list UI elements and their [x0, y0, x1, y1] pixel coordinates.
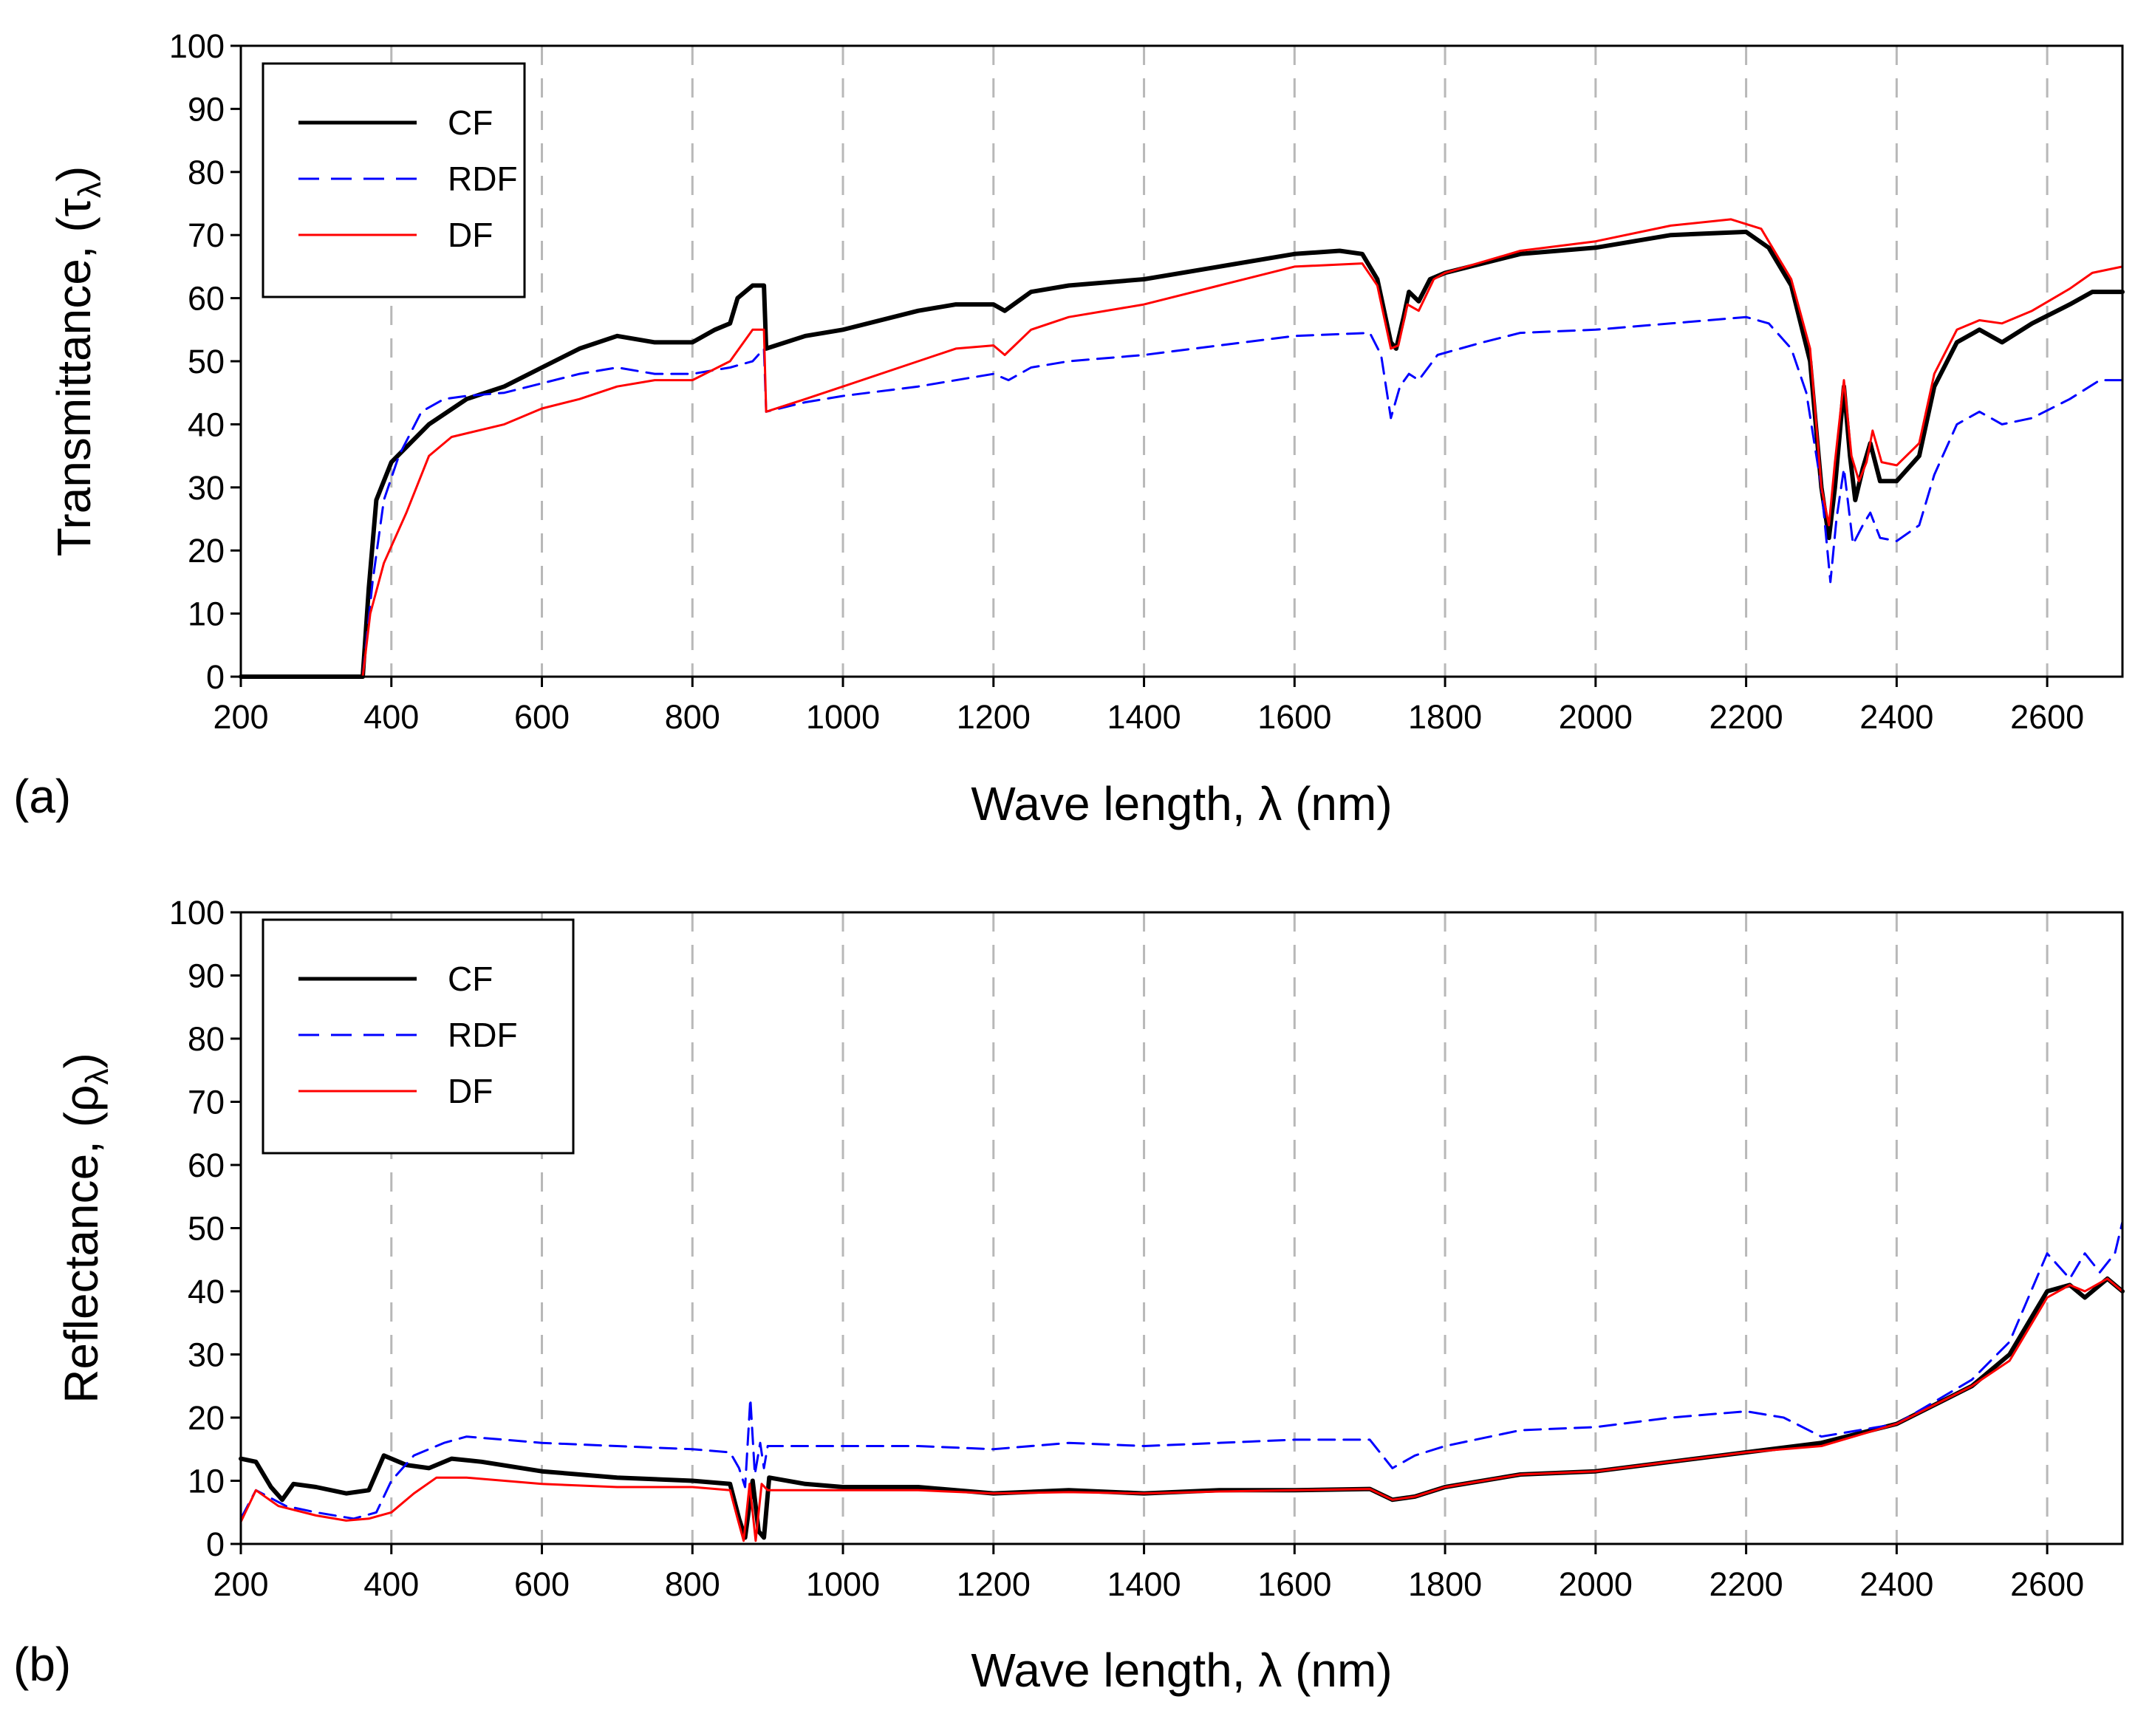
y-tick-label: 10 [188, 595, 225, 633]
chart-panel-a: 0 10 20 30 40 50 60 70 80 90 100 200 400 600 800 1000 12… [13, 27, 2125, 830]
y-tick-label: 10 [188, 1463, 225, 1500]
x-tick-label: 200 [213, 1565, 268, 1603]
y-tick-label: 90 [188, 957, 225, 995]
y-tick-label: 20 [188, 532, 225, 570]
y-tick-label: 0 [206, 1525, 225, 1563]
x-tick-label: 1200 [957, 1565, 1031, 1603]
x-axis-title: Wave length, λ (nm) [971, 777, 1392, 830]
legend-label-cf: CF [448, 960, 493, 998]
x-tick-label: 1400 [1107, 698, 1181, 736]
y-tick-label: 50 [188, 1210, 225, 1248]
x-tick-label: 400 [363, 1565, 419, 1603]
y-axis-title-symbol: τ [47, 198, 100, 216]
y-tick-label: 0 [206, 658, 225, 696]
y-axis-title-close: ) [55, 1053, 108, 1068]
series-line-rdf [239, 1220, 2124, 1520]
y-tick-label: 30 [188, 1336, 225, 1374]
y-tick-label: 100 [169, 27, 225, 65]
x-tick-label: 200 [213, 698, 268, 736]
x-axis-title: Wave length, λ (nm) [971, 1644, 1392, 1697]
series-line-cf [239, 1276, 2125, 1540]
x-tick-label: 2200 [1709, 1565, 1783, 1603]
x-tick-label: 400 [363, 698, 419, 736]
x-tick-label: 2600 [2010, 1565, 2084, 1603]
x-tick-label: 2200 [1709, 698, 1783, 736]
y-tick-label: 20 [188, 1399, 225, 1437]
x-tick-label: 1600 [1257, 698, 1331, 736]
series-line-df [239, 1277, 2124, 1542]
x-tick-label: 2400 [1859, 698, 1933, 736]
x-tick-label: 2400 [1859, 1565, 1933, 1603]
y-tick-label: 80 [188, 154, 225, 191]
chart-panel-b: 0 10 20 30 40 50 60 70 80 90 100 200 400 600 800 1000 12… [13, 894, 2125, 1697]
y-tick-label: 100 [169, 894, 225, 932]
x-tick-label: 1000 [806, 698, 880, 736]
y-tick-label: 60 [188, 1146, 225, 1184]
y-axis-title: Transmittance, (τλ) [47, 166, 108, 557]
legend-box [262, 62, 526, 298]
y-tick-label: 30 [188, 469, 225, 507]
legend: CF RDF DF [262, 918, 575, 1155]
y-axis-title-subscript: λ [72, 182, 108, 198]
x-tick-label: 2000 [1559, 1565, 1633, 1603]
y-tick-label: 70 [188, 216, 225, 254]
legend-label-df: DF [448, 1072, 493, 1110]
y-axis-title: Reflectance, (ρλ) [55, 1053, 115, 1404]
y-tick-label: 50 [188, 343, 225, 380]
x-tick-label: 800 [665, 1565, 720, 1603]
x-tick-label: 1000 [806, 1565, 880, 1603]
legend-label-df: DF [448, 216, 493, 254]
y-tick-label: 90 [188, 90, 225, 128]
y-tick-label: 70 [188, 1084, 225, 1121]
y-tick-label: 60 [188, 280, 225, 318]
series-line-cf [239, 229, 2125, 679]
legend-box [262, 918, 575, 1155]
x-tick-label: 2600 [2010, 698, 2084, 736]
panel-label: (b) [13, 1638, 71, 1691]
y-axis-title-symbol: ρ [55, 1085, 108, 1112]
y-tick-label: 40 [188, 406, 225, 443]
legend-label-rdf: RDF [448, 1016, 518, 1054]
y-axis-title-close: ) [47, 166, 100, 182]
y-axis-title-main: Reflectance, ( [55, 1112, 108, 1404]
x-tick-label: 1800 [1408, 1565, 1482, 1603]
legend-label-rdf: RDF [448, 160, 518, 198]
legend-label-cf: CF [448, 103, 493, 142]
x-tick-label: 1200 [957, 698, 1031, 736]
x-tick-label: 1600 [1257, 1565, 1331, 1603]
series-line-rdf [239, 315, 2124, 678]
legend: CF RDF DF [262, 62, 526, 298]
x-tick-label: 800 [665, 698, 720, 736]
y-tick-label: 40 [188, 1273, 225, 1310]
x-tick-label: 1800 [1408, 698, 1482, 736]
y-axis-title-main: Transmittance, ( [47, 216, 100, 556]
x-tick-label: 600 [514, 1565, 570, 1603]
x-tick-label: 600 [514, 698, 570, 736]
series-line-df [239, 218, 2124, 678]
x-tick-label: 2000 [1559, 698, 1633, 736]
x-tick-label: 1400 [1107, 1565, 1181, 1603]
panel-label: (a) [13, 770, 71, 823]
y-axis-title-subscript: λ [79, 1069, 115, 1085]
y-tick-label: 80 [188, 1020, 225, 1058]
